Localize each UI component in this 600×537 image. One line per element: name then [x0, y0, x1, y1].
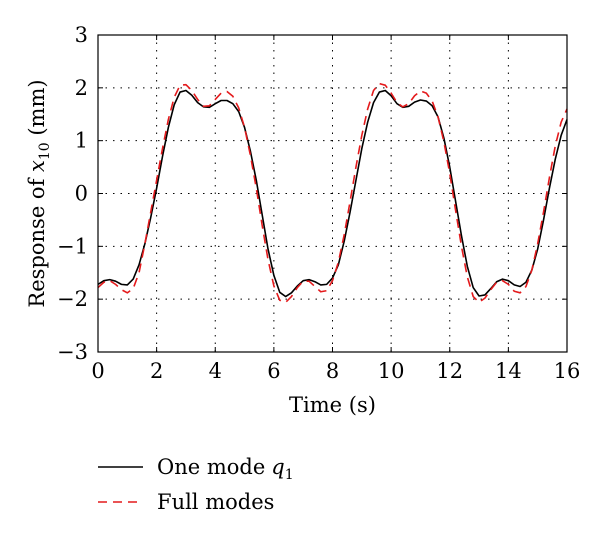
legend-label-one-mode-var: q [271, 455, 284, 479]
y-tick-label: 0 [75, 182, 88, 206]
y-tick-label: 1 [75, 129, 88, 153]
x-tick-label: 14 [495, 359, 522, 383]
x-tick-label: 0 [91, 359, 104, 383]
x-tick-label: 8 [326, 359, 339, 383]
grid-lines [98, 35, 567, 352]
x-tick-label: 6 [267, 359, 280, 383]
y-axis-label-prefix: Response of [25, 172, 49, 308]
legend-label-one-mode-name: One mode [157, 455, 265, 479]
x-tick-label: 12 [436, 359, 463, 383]
legend: One mode q1 Full modes [98, 455, 294, 514]
x-tick-label: 4 [209, 359, 222, 383]
x-tick-label: 10 [378, 359, 405, 383]
legend-label-one-mode: One mode q1 [157, 455, 294, 483]
y-axis-label-suffix: (mm) [25, 79, 49, 142]
y-tick-label: −2 [57, 287, 88, 311]
x-tick-label: 2 [150, 359, 163, 383]
y-axis-label-var: x [25, 160, 49, 172]
series-line-full-modes [97, 82, 568, 304]
y-tick-label: 3 [75, 23, 88, 47]
axis-ticks [97, 34, 568, 353]
x-axis-label: Time (s) [289, 393, 376, 417]
y-axis-label-sub: 10 [37, 142, 53, 160]
series-lines [97, 82, 568, 304]
series-line-one-mode [97, 89, 568, 298]
y-axis-label: Response of x10 (mm) [25, 79, 53, 307]
legend-label-full-modes: Full modes [157, 490, 274, 514]
legend-label-one-mode-sub: 1 [285, 467, 294, 483]
y-tick-label: −1 [57, 234, 88, 258]
y-tick-label: −3 [57, 340, 88, 364]
y-tick-label: 2 [75, 76, 88, 100]
x-tick-label: 16 [554, 359, 581, 383]
